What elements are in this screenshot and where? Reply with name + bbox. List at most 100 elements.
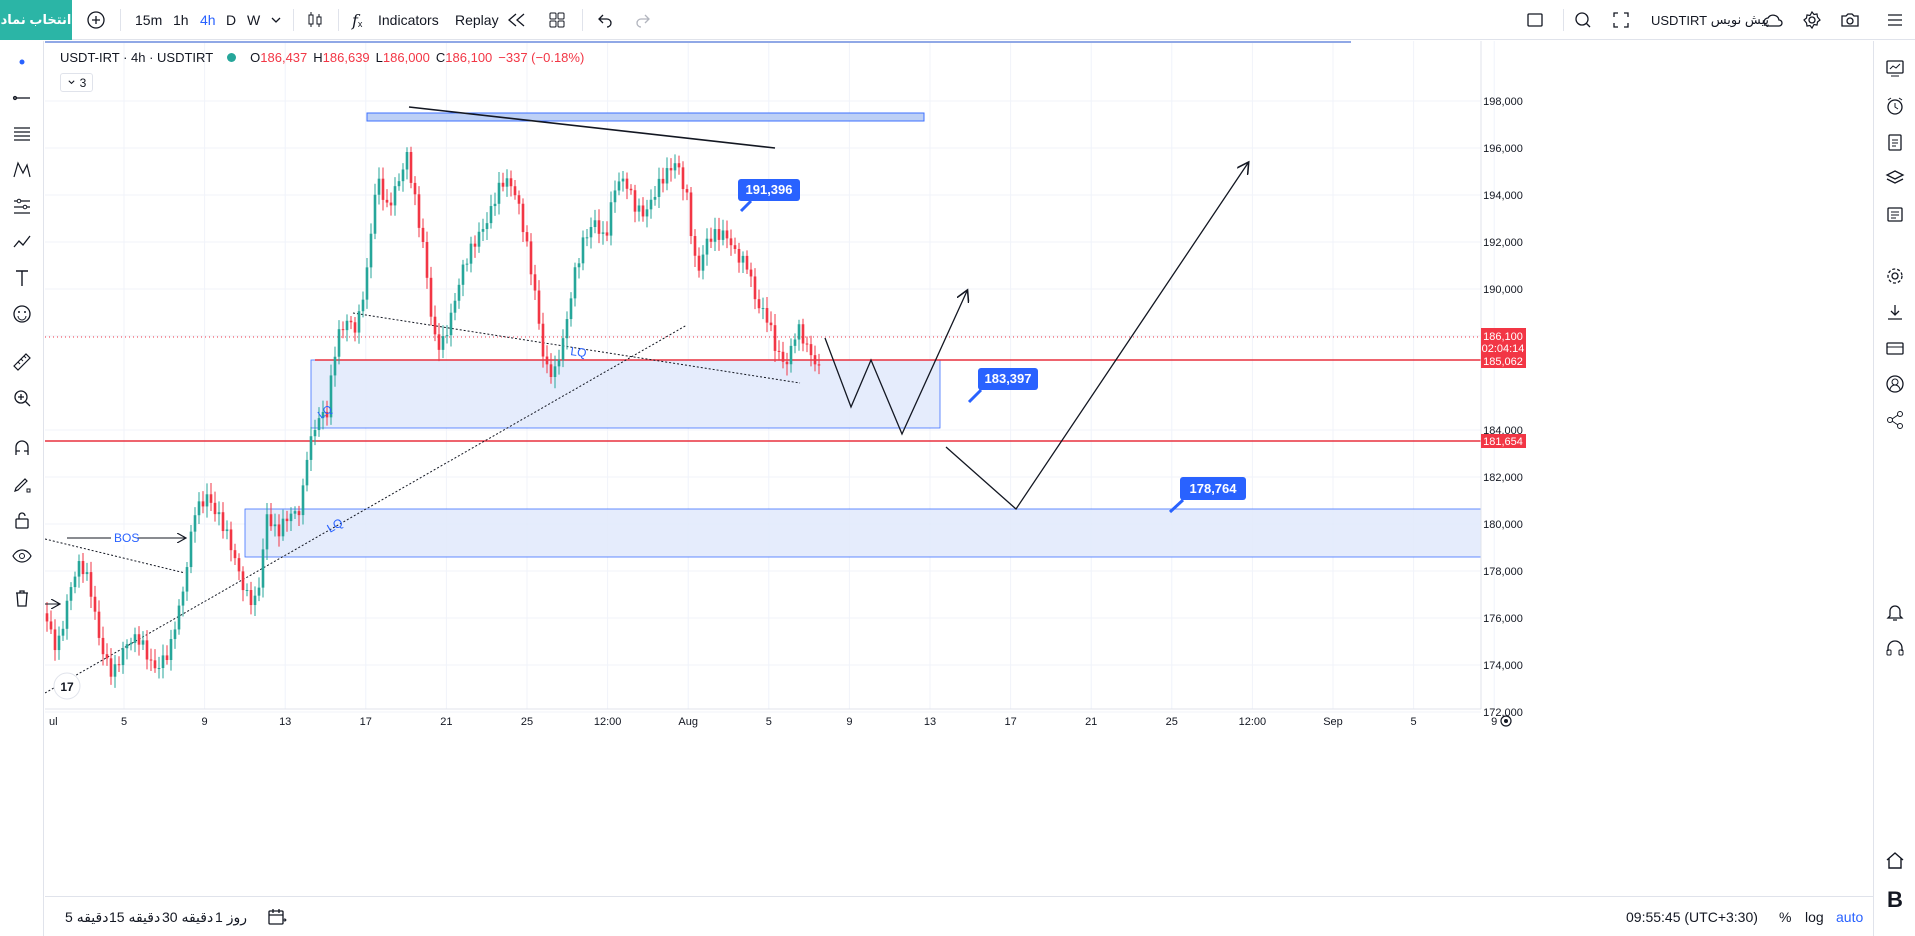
redo-icon[interactable] xyxy=(634,0,652,40)
price-tick-12: 172,000 xyxy=(1483,707,1523,719)
chevron-down-icon xyxy=(68,80,75,85)
eye-icon[interactable] xyxy=(9,543,35,569)
time-tick-15: 12:00 xyxy=(1239,716,1267,728)
undo-icon[interactable] xyxy=(596,0,614,40)
replay-icon[interactable] xyxy=(506,0,528,40)
indicators-toggle[interactable]: 3 xyxy=(60,73,93,92)
interval-dropdown-icon[interactable] xyxy=(270,0,282,40)
interval-15m[interactable]: 15m xyxy=(135,12,163,28)
zoom-in-icon[interactable] xyxy=(9,385,35,411)
wallet-icon[interactable] xyxy=(1882,335,1908,361)
settings-cog-icon[interactable] xyxy=(1882,263,1908,289)
timezone-clock[interactable]: 09:55:45 (UTC+3:30) xyxy=(1626,909,1758,925)
settings-gear-icon[interactable] xyxy=(1802,0,1822,40)
ruler-icon[interactable] xyxy=(9,349,35,375)
candle-body-80 xyxy=(365,267,369,300)
layers-icon[interactable] xyxy=(1882,165,1908,191)
cursor-dot-icon[interactable] xyxy=(9,49,35,75)
candle-body-108 xyxy=(477,231,481,247)
menu-hamburger-icon[interactable] xyxy=(1886,0,1904,40)
interval-w[interactable]: W xyxy=(247,12,261,28)
symbol-search-button[interactable]: انتخاب نماد xyxy=(0,0,72,40)
text-tool-icon[interactable] xyxy=(9,265,35,291)
time-tick-6: 25 xyxy=(521,716,533,728)
magnet-icon[interactable] xyxy=(9,435,35,461)
chart-type-candles-icon[interactable] xyxy=(305,0,325,40)
range-1-day[interactable]: 1 روز xyxy=(215,908,247,925)
level-upper-tag: 185,062 xyxy=(1481,354,1526,368)
add-symbol-button[interactable] xyxy=(86,0,106,40)
range-5-minutes[interactable]: 5 دقیقه xyxy=(65,908,109,925)
pattern-icon[interactable] xyxy=(9,157,35,183)
candle-body-132 xyxy=(573,267,577,299)
camera-icon[interactable] xyxy=(1840,0,1860,40)
candle-body-174 xyxy=(741,255,745,263)
brand-b-icon[interactable]: B xyxy=(1887,887,1903,912)
candle-body-14 xyxy=(101,637,105,655)
price-chart[interactable]: BOS LQ LQ LQ 191,396 183,397 178,764 198… xyxy=(44,41,1807,891)
watchlist-icon[interactable] xyxy=(1882,55,1908,81)
price-tick-10: 176,000 xyxy=(1483,613,1523,625)
range-30-minutes[interactable]: 30 دقیقه xyxy=(162,908,214,925)
interval-d[interactable]: D xyxy=(226,12,237,28)
candle-body-148 xyxy=(637,205,641,212)
candle-body-190 xyxy=(805,343,809,345)
candle-body-6 xyxy=(69,587,73,601)
trend-line-icon[interactable] xyxy=(9,85,35,111)
candle-body-179 xyxy=(761,308,765,310)
candle-body-157 xyxy=(673,163,677,171)
bottom-toolbar: 5 دقیقه 15 دقیقه 30 دقیقه 1 روز 09:55:45… xyxy=(45,896,1873,936)
fullscreen-square-icon[interactable] xyxy=(1526,0,1544,40)
calendar-list-icon[interactable] xyxy=(1882,201,1908,227)
alarm-clock-icon[interactable] xyxy=(1882,93,1908,119)
price-tick-1: 196,000 xyxy=(1483,143,1523,155)
fib-lines-icon[interactable] xyxy=(9,121,35,147)
time-axis-settings-icon xyxy=(1500,715,1512,727)
range-15-minutes[interactable]: 15 دقیقه xyxy=(109,908,161,925)
lock-icon[interactable] xyxy=(9,507,35,533)
home-icon[interactable] xyxy=(1882,847,1908,873)
price-tick-7: 182,000 xyxy=(1483,472,1523,484)
chart-pane[interactable]: BOS LQ LQ LQ 191,396 183,397 178,764 198… xyxy=(44,41,1807,891)
maximize-icon[interactable] xyxy=(1612,0,1630,40)
market-status-dot xyxy=(227,53,237,62)
candle-body-151 xyxy=(649,199,653,210)
user-icon[interactable] xyxy=(1882,371,1908,397)
legend-title[interactable]: USDT-IRT · 4h · USDTIRT xyxy=(60,50,214,65)
headset-icon[interactable] xyxy=(1882,635,1908,661)
candle-body-104 xyxy=(461,264,465,285)
candle-body-145 xyxy=(625,178,629,189)
download-icon[interactable] xyxy=(1882,299,1908,325)
percent-toggle[interactable]: % xyxy=(1779,909,1792,925)
cloud-save-icon[interactable] xyxy=(1762,0,1784,40)
bell-icon[interactable] xyxy=(1882,599,1908,625)
auto-scale-toggle[interactable]: auto xyxy=(1836,909,1864,925)
brush-icon[interactable] xyxy=(9,229,35,255)
candle-body-185 xyxy=(785,361,789,365)
replay-button[interactable]: Replay xyxy=(455,12,499,28)
layout-name[interactable]: USDTIRT پیش نویس xyxy=(1651,12,1769,28)
notes-icon[interactable] xyxy=(1882,129,1908,155)
log-toggle[interactable]: log xyxy=(1805,909,1824,925)
interval-1h[interactable]: 1h xyxy=(173,12,189,28)
date-range-calendar-icon[interactable] xyxy=(267,897,287,936)
candle-body-162 xyxy=(693,236,697,256)
candle-body-147 xyxy=(633,190,637,212)
candle-body-4 xyxy=(61,628,65,636)
indicators-button[interactable]: Indicators xyxy=(378,12,439,28)
candle-body-20 xyxy=(125,644,129,649)
candle-body-13 xyxy=(97,611,101,638)
candle-body-71 xyxy=(329,375,333,418)
projection-icon[interactable] xyxy=(9,193,35,219)
candle-body-45 xyxy=(225,529,229,532)
candle-body-72 xyxy=(333,356,337,376)
layout-grid-icon[interactable] xyxy=(548,0,566,40)
quick-search-icon[interactable] xyxy=(1573,0,1593,40)
stay-drawing-icon[interactable] xyxy=(9,471,35,497)
emoji-icon[interactable] xyxy=(9,301,35,327)
trash-icon[interactable] xyxy=(9,585,35,611)
share-icon[interactable] xyxy=(1882,407,1908,433)
interval-4h[interactable]: 4h xyxy=(200,12,216,28)
